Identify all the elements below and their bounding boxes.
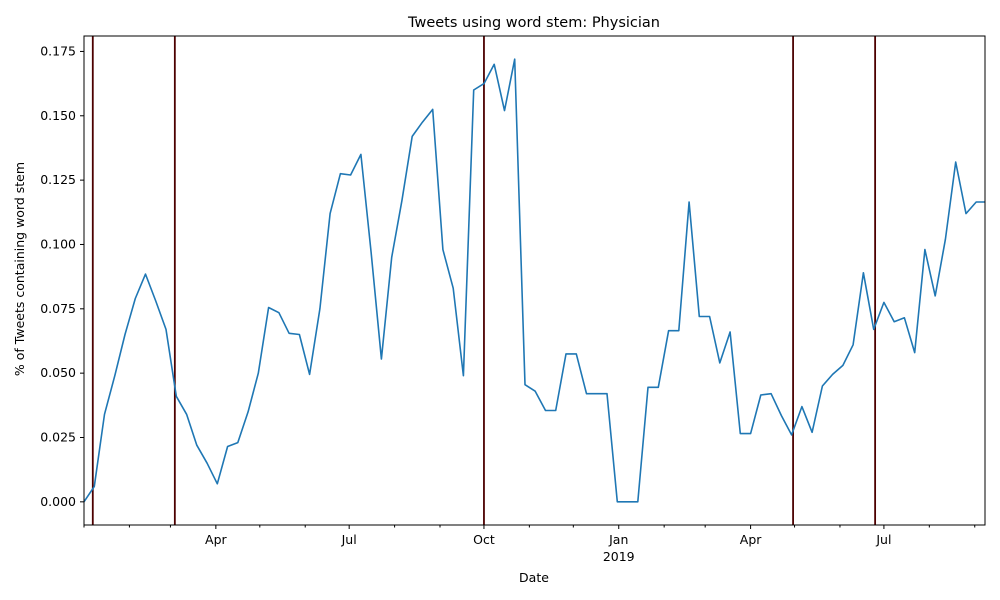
- y-tick-label: 0.150: [40, 108, 76, 123]
- plot-area: [83, 36, 985, 525]
- x-tick-label: Apr: [205, 532, 227, 547]
- y-tick-label: 0.050: [40, 365, 76, 380]
- x-year-label: 2019: [603, 549, 635, 564]
- x-tick-label: Jul: [341, 532, 357, 547]
- y-tick-label: 0.025: [40, 429, 76, 444]
- x-tick-label: Jan: [608, 532, 628, 547]
- axes-frame: [83, 35, 986, 526]
- x-tick-label: Jul: [875, 532, 891, 547]
- y-tick-label: 0.100: [40, 236, 76, 251]
- series-line: [83, 58, 985, 503]
- y-axis-label: % of Tweets containing word stem: [12, 162, 27, 376]
- y-tick-label: 0.075: [40, 301, 76, 316]
- y-tick-label: 0.000: [40, 494, 76, 509]
- x-tick-label: Apr: [740, 532, 762, 547]
- x-axis-label: Date: [519, 570, 549, 585]
- y-tick-label: 0.125: [40, 172, 76, 187]
- x-tick-label: Oct: [473, 532, 495, 547]
- y-tick-label: 0.175: [40, 43, 76, 58]
- chart-title: Tweets using word stem: Physician: [407, 15, 660, 31]
- axes: 0.000 0.025 0.050 0.075 0.100 0.125 0.150 0.175…: [40, 35, 986, 564]
